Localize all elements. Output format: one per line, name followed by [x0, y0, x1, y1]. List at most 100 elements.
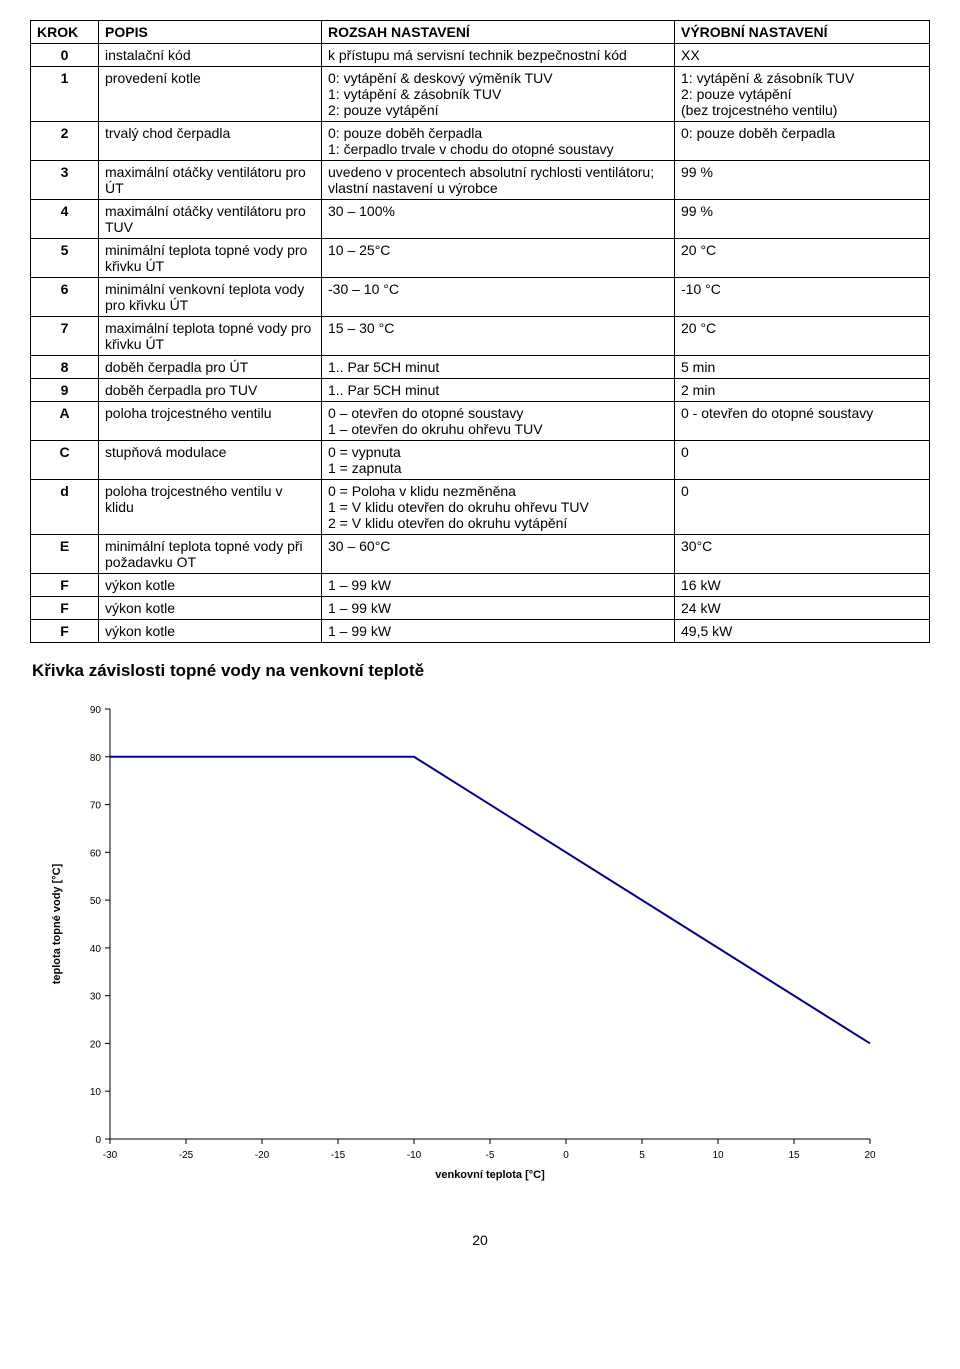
- svg-text:-5: -5: [486, 1150, 495, 1161]
- cell-popis: výkon kotle: [99, 620, 322, 643]
- cell-krok: 4: [31, 200, 99, 239]
- cell-krok: A: [31, 402, 99, 441]
- svg-text:30: 30: [90, 992, 102, 1003]
- cell-krok: 9: [31, 379, 99, 402]
- svg-text:venkovní teplota [°C]: venkovní teplota [°C]: [435, 1169, 545, 1181]
- cell-vyrobni: 99 %: [675, 200, 930, 239]
- cell-rozsah: 1.. Par 5CH minut: [322, 356, 675, 379]
- svg-text:10: 10: [712, 1150, 724, 1161]
- cell-rozsah: 0: vytápění & deskový výměník TUV1: vytá…: [322, 67, 675, 122]
- table-row: Fvýkon kotle1 – 99 kW49,5 kW: [31, 620, 930, 643]
- cell-krok: d: [31, 480, 99, 535]
- svg-text:-25: -25: [179, 1150, 194, 1161]
- cell-vyrobni: 5 min: [675, 356, 930, 379]
- cell-krok: C: [31, 441, 99, 480]
- cell-vyrobni: 0 - otevřen do otopné soustavy: [675, 402, 930, 441]
- svg-text:-15: -15: [331, 1150, 346, 1161]
- table-row: 3maximální otáčky ventilátoru pro ÚTuved…: [31, 161, 930, 200]
- cell-krok: 3: [31, 161, 99, 200]
- cell-popis: minimální teplota topné vody pro křivku …: [99, 239, 322, 278]
- svg-text:15: 15: [788, 1150, 800, 1161]
- svg-text:60: 60: [90, 848, 102, 859]
- cell-popis: doběh čerpadla pro TUV: [99, 379, 322, 402]
- svg-text:5: 5: [639, 1150, 645, 1161]
- cell-vyrobni: 0: [675, 441, 930, 480]
- cell-krok: 0: [31, 44, 99, 67]
- cell-vyrobni: 20 °C: [675, 239, 930, 278]
- svg-text:0: 0: [95, 1135, 101, 1146]
- cell-popis: výkon kotle: [99, 597, 322, 620]
- svg-text:-20: -20: [255, 1150, 270, 1161]
- cell-popis: maximální teplota topné vody pro křivku …: [99, 317, 322, 356]
- cell-rozsah: 1 – 99 kW: [322, 620, 675, 643]
- cell-popis: doběh čerpadla pro ÚT: [99, 356, 322, 379]
- table-row: 2trvalý chod čerpadla0: pouze doběh čerp…: [31, 122, 930, 161]
- table-row: Fvýkon kotle1 – 99 kW24 kW: [31, 597, 930, 620]
- cell-krok: F: [31, 597, 99, 620]
- cell-krok: 6: [31, 278, 99, 317]
- cell-popis: maximální otáčky ventilátoru pro TUV: [99, 200, 322, 239]
- table-row: 0instalační kódk přístupu má servisní te…: [31, 44, 930, 67]
- cell-popis: trvalý chod čerpadla: [99, 122, 322, 161]
- svg-text:10: 10: [90, 1087, 102, 1098]
- cell-rozsah: 0 – otevřen do otopné soustavy1 – otevře…: [322, 402, 675, 441]
- curve-chart: 0102030405060708090-30-25-20-15-10-50510…: [30, 689, 930, 1209]
- cell-krok: F: [31, 574, 99, 597]
- svg-text:-10: -10: [407, 1150, 422, 1161]
- cell-popis: instalační kód: [99, 44, 322, 67]
- header-krok: KROK: [31, 21, 99, 44]
- cell-rozsah: 30 – 60°C: [322, 535, 675, 574]
- page: KROK POPIS ROZSAH NASTAVENÍ VÝROBNÍ NAST…: [0, 0, 960, 1278]
- cell-vyrobni: 0: pouze doběh čerpadla: [675, 122, 930, 161]
- cell-vyrobni: 16 kW: [675, 574, 930, 597]
- cell-rozsah: 1 – 99 kW: [322, 574, 675, 597]
- cell-rozsah: 10 – 25°C: [322, 239, 675, 278]
- cell-rozsah: 0 = vypnuta1 = zapnuta: [322, 441, 675, 480]
- svg-text:80: 80: [90, 753, 102, 764]
- table-row: 4maximální otáčky ventilátoru pro TUV30 …: [31, 200, 930, 239]
- svg-text:70: 70: [90, 801, 102, 812]
- cell-rozsah: 15 – 30 °C: [322, 317, 675, 356]
- header-popis: POPIS: [99, 21, 322, 44]
- cell-vyrobni: 0: [675, 480, 930, 535]
- cell-vyrobni: 99 %: [675, 161, 930, 200]
- table-row: Eminimální teplota topné vody při požada…: [31, 535, 930, 574]
- cell-vyrobni: 30°C: [675, 535, 930, 574]
- svg-text:50: 50: [90, 896, 102, 907]
- chart-container: 0102030405060708090-30-25-20-15-10-50510…: [30, 689, 930, 1214]
- cell-popis: minimální venkovní teplota vody pro křiv…: [99, 278, 322, 317]
- cell-vyrobni: -10 °C: [675, 278, 930, 317]
- table-row: 1provedení kotle0: vytápění & deskový vý…: [31, 67, 930, 122]
- cell-rozsah: uvedeno v procentech absolutní rychlosti…: [322, 161, 675, 200]
- svg-text:40: 40: [90, 944, 102, 955]
- cell-popis: stupňová modulace: [99, 441, 322, 480]
- cell-popis: minimální teplota topné vody při požadav…: [99, 535, 322, 574]
- cell-krok: E: [31, 535, 99, 574]
- cell-rozsah: -30 – 10 °C: [322, 278, 675, 317]
- cell-rozsah: 0: pouze doběh čerpadla1: čerpadlo trval…: [322, 122, 675, 161]
- table-row: 5minimální teplota topné vody pro křivku…: [31, 239, 930, 278]
- svg-text:teplota topné vody [°C]: teplota topné vody [°C]: [51, 863, 63, 984]
- cell-popis: poloha trojcestného ventilu: [99, 402, 322, 441]
- table-row: Cstupňová modulace0 = vypnuta1 = zapnuta…: [31, 441, 930, 480]
- header-rozsah: ROZSAH NASTAVENÍ: [322, 21, 675, 44]
- cell-krok: F: [31, 620, 99, 643]
- cell-rozsah: 30 – 100%: [322, 200, 675, 239]
- settings-table: KROK POPIS ROZSAH NASTAVENÍ VÝROBNÍ NAST…: [30, 20, 930, 643]
- chart-title: Křivka závislosti topné vody na venkovní…: [32, 661, 930, 681]
- cell-vyrobni: 24 kW: [675, 597, 930, 620]
- cell-vyrobni: XX: [675, 44, 930, 67]
- svg-text:0: 0: [563, 1150, 569, 1161]
- cell-vyrobni: 20 °C: [675, 317, 930, 356]
- svg-text:90: 90: [90, 705, 102, 716]
- cell-krok: 8: [31, 356, 99, 379]
- cell-rozsah: 1.. Par 5CH minut: [322, 379, 675, 402]
- cell-popis: provedení kotle: [99, 67, 322, 122]
- cell-rozsah: k přístupu má servisní technik bezpečnos…: [322, 44, 675, 67]
- cell-rozsah: 1 – 99 kW: [322, 597, 675, 620]
- table-row: 6minimální venkovní teplota vody pro kři…: [31, 278, 930, 317]
- table-row: 8doběh čerpadla pro ÚT1.. Par 5CH minut5…: [31, 356, 930, 379]
- cell-krok: 1: [31, 67, 99, 122]
- cell-krok: 2: [31, 122, 99, 161]
- table-row: Apoloha trojcestného ventilu0 – otevřen …: [31, 402, 930, 441]
